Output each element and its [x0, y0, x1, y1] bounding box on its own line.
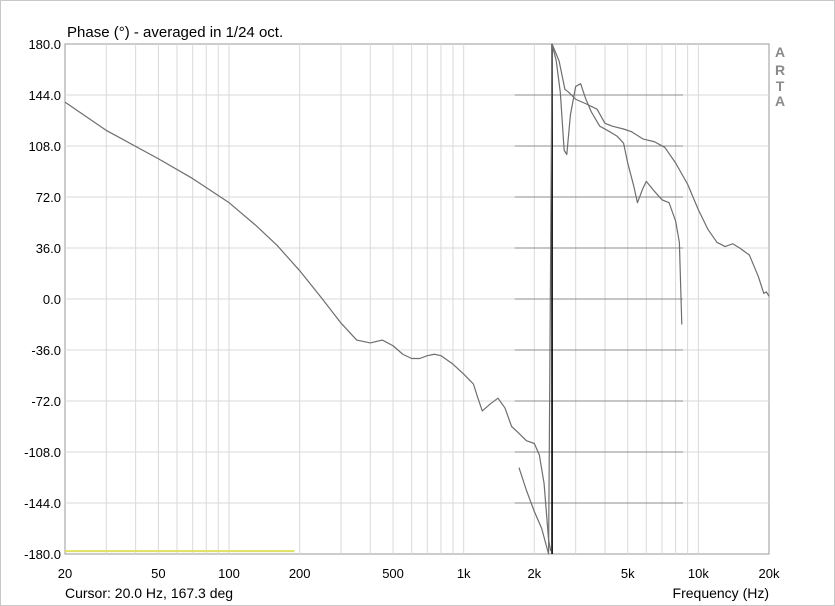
chart-title: Phase (°) - averaged in 1/24 oct.: [67, 24, 283, 41]
brand-letter: A: [775, 44, 785, 60]
x-tick-label: 5k: [621, 566, 635, 581]
x-tick-label: 200: [289, 566, 311, 581]
y-tick-label: 72.0: [36, 190, 61, 205]
x-axis-label: Frequency (Hz): [673, 585, 769, 601]
grid: [65, 44, 769, 554]
y-tick-label: 108.0: [28, 139, 61, 154]
y-tick-label: -108.0: [24, 445, 61, 460]
phase-series-line: [551, 43, 683, 325]
x-tick-label: 10k: [688, 566, 709, 581]
x-tick-label: 500: [382, 566, 404, 581]
x-tick-label: 20: [58, 566, 72, 581]
x-tick-label: 50: [151, 566, 165, 581]
x-tick-label: 1k: [457, 566, 471, 581]
y-axis-tick-labels: 180.0 144.0 108.0 72.0 36.0 0.0 -36.0 -72.0 -108…: [24, 37, 61, 562]
series-group: [64, 43, 770, 555]
cursor-readout: Cursor: 20.0 Hz, 167.3 deg: [65, 585, 233, 601]
phase-series-line: [64, 101, 552, 552]
y-tick-label: -36.0: [31, 343, 61, 358]
x-tick-label: 20k: [759, 566, 780, 581]
y-tick-label: 0.0: [43, 292, 61, 307]
y-tick-label: -180.0: [24, 547, 61, 562]
y-tick-label: 180.0: [28, 37, 61, 52]
y-tick-label: 144.0: [28, 88, 61, 103]
y-tick-label: -72.0: [31, 394, 61, 409]
y-tick-label: 36.0: [36, 241, 61, 256]
x-tick-label: 100: [218, 566, 240, 581]
brand-letter: T: [776, 78, 785, 94]
arta-logo: A R T A: [775, 44, 785, 109]
x-tick-label: 2k: [527, 566, 541, 581]
y-tick-label: -144.0: [24, 496, 61, 511]
x-axis-tick-labels: 20 50 100 200 500 1k 2k 5k 10k 20k: [58, 566, 780, 581]
brand-letter: R: [775, 62, 785, 78]
brand-letter: A: [775, 93, 785, 109]
